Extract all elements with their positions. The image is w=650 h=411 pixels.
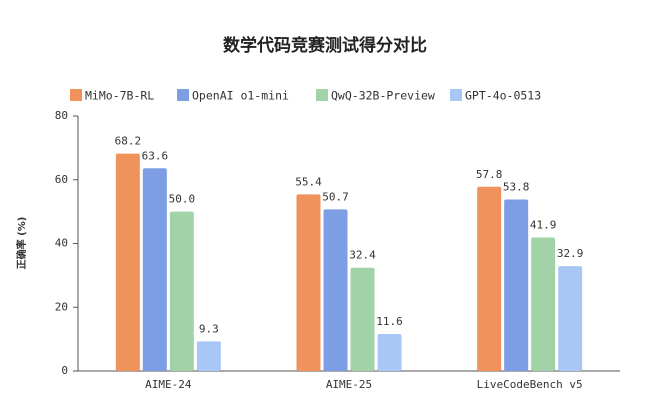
bar <box>323 209 348 371</box>
data-label: 32.4 <box>349 249 376 262</box>
bar <box>504 199 529 371</box>
data-label: 57.8 <box>476 168 503 181</box>
data-label: 41.9 <box>530 218 557 231</box>
x-tick-label: LiveCodeBench v5 <box>477 378 583 391</box>
bar <box>558 266 583 371</box>
bar <box>350 267 375 371</box>
legend-label: OpenAI o1-mini <box>192 89 289 103</box>
bar <box>169 211 194 371</box>
y-axis-title: 正确率 (%) <box>15 217 28 270</box>
data-label: 50.0 <box>169 193 196 206</box>
data-label: 68.2 <box>115 135 142 148</box>
bar <box>296 194 321 371</box>
data-label: 9.3 <box>199 322 219 335</box>
chart-title: 数学代码竞赛测试得分对比 <box>223 35 427 56</box>
data-label: 53.8 <box>503 181 530 194</box>
bar <box>477 186 502 371</box>
y-tick-label: 0 <box>61 364 68 377</box>
x-tick-label: AIME-25 <box>326 378 372 391</box>
data-label: 32.9 <box>557 247 584 260</box>
data-label: 55.4 <box>295 175 322 188</box>
legend-swatch <box>450 89 462 101</box>
y-tick-label: 80 <box>55 109 68 122</box>
legend-swatch <box>316 89 328 101</box>
legend-swatch <box>70 89 82 101</box>
legend-label: QwQ-32B-Preview <box>331 89 435 103</box>
bar <box>115 153 140 371</box>
y-tick-label: 20 <box>55 300 68 313</box>
bar <box>531 237 556 371</box>
x-tick-label: AIME-24 <box>145 378 192 391</box>
data-label: 50.7 <box>322 190 349 203</box>
bar <box>196 341 221 371</box>
y-tick-label: 60 <box>55 173 68 186</box>
legend-swatch <box>177 89 189 101</box>
legend-label: MiMo-7B-RL <box>85 89 154 103</box>
y-tick-label: 40 <box>55 237 68 250</box>
legend-label: GPT-4o-0513 <box>465 89 541 103</box>
bar <box>377 334 402 371</box>
data-label: 11.6 <box>376 315 403 328</box>
data-label: 63.6 <box>142 149 169 162</box>
bar <box>142 168 167 371</box>
